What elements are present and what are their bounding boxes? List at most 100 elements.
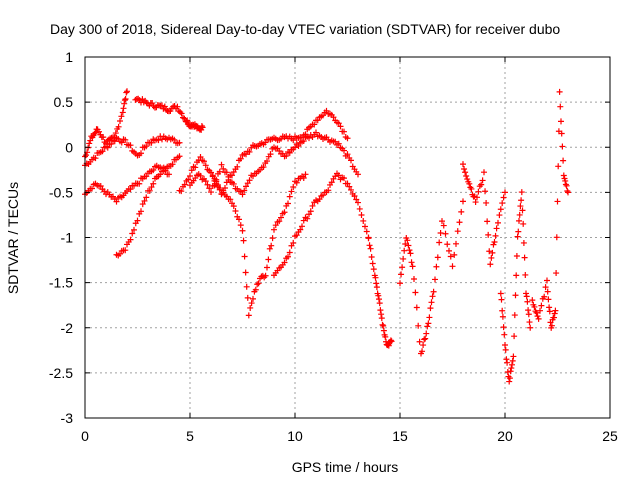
data-point xyxy=(439,218,445,225)
data-point xyxy=(136,180,143,187)
data-point xyxy=(400,255,407,262)
data-point xyxy=(341,147,347,154)
data-point xyxy=(419,348,426,355)
series-sat-k xyxy=(397,198,466,357)
data-point xyxy=(247,304,254,311)
data-point xyxy=(495,219,501,226)
data-point xyxy=(143,194,150,201)
data-point xyxy=(330,114,337,121)
series-sat-m xyxy=(497,189,534,385)
data-point xyxy=(266,245,273,252)
data-point xyxy=(299,223,305,230)
data-point xyxy=(377,307,384,314)
data-point xyxy=(366,242,373,249)
data-point xyxy=(509,357,516,364)
data-point xyxy=(306,135,312,142)
data-point xyxy=(91,130,98,137)
data-point xyxy=(363,228,370,235)
data-point xyxy=(328,179,335,186)
data-point xyxy=(335,120,342,127)
data-point xyxy=(412,289,419,296)
series-sat-j xyxy=(365,235,395,349)
data-point xyxy=(304,215,311,222)
data-point xyxy=(408,259,415,266)
data-point xyxy=(92,129,99,136)
data-point xyxy=(243,283,250,290)
data-point xyxy=(119,109,126,116)
data-point xyxy=(378,315,385,322)
data-point xyxy=(176,139,183,146)
data-point xyxy=(250,295,256,302)
data-point xyxy=(502,342,508,349)
x-tick-labels: 0 5 10 15 20 25 xyxy=(81,428,618,444)
data-point xyxy=(150,180,157,187)
data-point xyxy=(491,239,498,246)
data-point xyxy=(283,152,290,159)
data-point xyxy=(527,324,534,331)
data-point xyxy=(434,254,441,261)
data-point xyxy=(481,169,487,176)
data-point xyxy=(544,277,550,284)
data-point xyxy=(449,263,456,270)
data-point xyxy=(117,117,123,124)
data-point xyxy=(211,175,218,182)
data-point xyxy=(562,177,569,184)
data-point xyxy=(241,187,248,194)
data-point xyxy=(404,237,411,244)
data-point xyxy=(353,196,360,203)
x-tick-label: 15 xyxy=(392,428,408,444)
data-point xyxy=(288,188,295,195)
data-point xyxy=(518,189,525,196)
data-point xyxy=(565,189,571,196)
data-point xyxy=(462,169,469,176)
data-point xyxy=(402,241,409,248)
data-point xyxy=(293,232,300,239)
data-point xyxy=(169,161,176,168)
data-point xyxy=(313,129,319,136)
data-point xyxy=(171,136,178,143)
data-point xyxy=(421,336,428,343)
data-point xyxy=(213,180,220,187)
data-point xyxy=(300,217,307,224)
data-point xyxy=(264,158,270,165)
data-point xyxy=(513,252,520,259)
data-point xyxy=(237,222,244,229)
y-tick-label: -2.5 xyxy=(49,365,73,381)
data-point xyxy=(511,333,518,340)
axis-ticks xyxy=(84,56,611,419)
data-point xyxy=(223,169,230,176)
data-point xyxy=(232,207,239,214)
data-point xyxy=(255,280,262,287)
data-point xyxy=(293,179,300,186)
data-point xyxy=(184,117,191,124)
data-point xyxy=(260,164,267,171)
data-point xyxy=(501,331,508,338)
data-point xyxy=(346,183,353,190)
data-point xyxy=(511,312,518,319)
data-point xyxy=(504,359,511,366)
x-tick-label: 5 xyxy=(186,428,194,444)
data-point xyxy=(174,103,181,110)
data-point xyxy=(150,167,157,174)
data-point xyxy=(134,217,141,224)
data-point xyxy=(446,247,452,254)
data-point xyxy=(96,128,102,135)
data-point xyxy=(351,193,358,200)
data-point xyxy=(447,253,454,260)
data-point xyxy=(533,309,540,316)
data-point xyxy=(178,110,185,117)
data-point xyxy=(553,234,560,241)
data-point xyxy=(89,185,95,192)
data-point xyxy=(262,272,269,279)
data-point xyxy=(267,151,274,158)
data-point xyxy=(429,293,436,300)
data-point xyxy=(269,235,276,242)
data-point xyxy=(290,137,297,144)
data-point xyxy=(489,249,496,256)
data-point xyxy=(560,172,567,179)
data-point xyxy=(199,124,206,131)
data-point xyxy=(556,88,563,95)
data-point xyxy=(564,187,571,194)
data-point xyxy=(420,342,427,349)
data-point xyxy=(380,327,387,334)
